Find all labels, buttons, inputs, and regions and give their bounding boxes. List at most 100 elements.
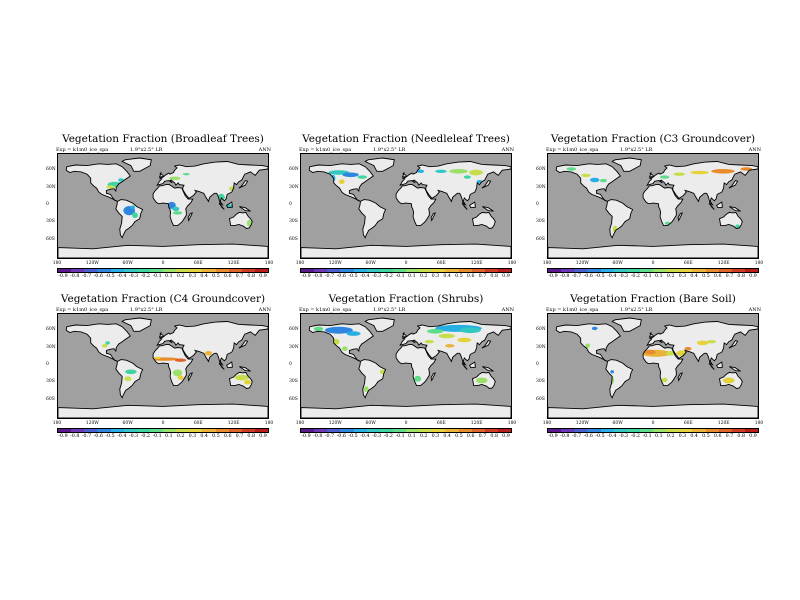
colorbar-tick-label: -0.9 [58, 274, 68, 279]
colorbar-tick-label: -0.8 [560, 274, 570, 279]
colorbar [300, 268, 512, 273]
coastline [729, 366, 741, 372]
colorbar-swatch [379, 269, 393, 272]
colorbar-swatch [406, 269, 420, 272]
colorbar-swatch [613, 429, 627, 432]
lat-tick-label: 30N [289, 184, 299, 190]
colorbar-swatch [497, 269, 511, 272]
vegetation-patch [125, 369, 137, 375]
colorbar-swatch [202, 429, 216, 432]
colorbar-swatch [744, 429, 758, 432]
colorbar [57, 428, 269, 433]
vegetation-patch [182, 173, 190, 176]
colorbar-tick-label: -0.6 [583, 434, 593, 439]
vegetation-patch [476, 377, 488, 384]
lat-tick-label: 60N [289, 327, 299, 333]
grid-label: 1.9°x2.5° LR [130, 307, 163, 313]
colorbar-labels: -0.9 -0.8 -0.7 -0.6 -0.5 -0.4 -0.3 -0.2 -0.1 0.1 0… [547, 434, 759, 441]
colorbar-swatch [471, 429, 485, 432]
colorbar [547, 428, 759, 433]
lon-tick-label: 0 [651, 261, 655, 266]
map-svg [548, 154, 758, 258]
colorbar-swatch [458, 429, 472, 432]
landmass [605, 199, 633, 238]
landmass [400, 161, 511, 205]
colorbar-swatch [744, 269, 758, 272]
colorbar-tick-label: -0.7 [81, 274, 92, 279]
colorbar-swatch [340, 429, 354, 432]
colorbar [300, 428, 512, 433]
colorbar-tick-label: -0.9 [548, 274, 558, 279]
colorbar-swatch [254, 429, 268, 432]
coastline [121, 317, 152, 332]
colorbar-swatch [176, 269, 190, 272]
landmass [605, 359, 633, 398]
colorbar-tick-label: -0.2 [140, 274, 150, 279]
coastline [729, 206, 741, 212]
colorbar [547, 268, 759, 273]
lon-tick-label: 0 [404, 421, 408, 426]
vegetation-patch [132, 212, 138, 219]
lon-ticks: 180 120W 60W 0 60E 120E 180 [296, 261, 517, 267]
colorbar-tick-label: -0.6 [583, 274, 593, 279]
colorbar-swatch [149, 269, 163, 272]
coastline [716, 201, 723, 209]
colorbar-tick-label: -0.9 [548, 434, 558, 439]
panel-title: Vegetation Fraction (C4 Groundcover) [60, 293, 266, 305]
coastline [187, 372, 193, 382]
landmass [396, 184, 436, 226]
colorbar-swatch [353, 429, 367, 432]
colorbar-swatch [419, 269, 433, 272]
colorbar-tick-label: 0.4 [690, 274, 698, 279]
lon-ticks: 180 120W 60W 0 60E 120E 180 [296, 421, 517, 427]
colorbar-tick-label: 0.1 [655, 274, 663, 279]
colorbar-tick-label: 0.2 [176, 434, 185, 439]
colorbar-tick-label: -0.1 [395, 434, 405, 439]
landmass [472, 212, 496, 229]
lat-tick-label: 0 [46, 202, 49, 207]
colorbar-tick-label: 0.7 [235, 274, 244, 279]
vegetation-patch [172, 206, 180, 212]
colorbar-tick-label: 0.8 [247, 274, 256, 279]
coastline [301, 403, 511, 418]
landmass [365, 158, 395, 172]
lon-ticks: 180 120W 60W 0 60E 120E 180 [543, 261, 764, 267]
colorbar-swatch [679, 269, 693, 272]
colorbar-swatch [432, 429, 446, 432]
colorbar-tick-label: 0.7 [725, 274, 734, 279]
grid-label: 1.9°x2.5° LR [620, 147, 653, 153]
panel-title: Vegetation Fraction (C3 Groundcover) [550, 133, 756, 145]
lon-tick-label: 60E [436, 421, 446, 426]
coastline [308, 163, 374, 202]
lon-tick-label: 60E [436, 261, 446, 266]
lat-tick-label: 0 [46, 362, 49, 367]
colorbar-swatch [445, 269, 459, 272]
colorbar-swatch [163, 429, 177, 432]
landmass [239, 206, 251, 212]
colorbar-tick-label: 0.1 [165, 434, 173, 439]
colorbar-tick-label: -0.2 [630, 274, 640, 279]
coastline [469, 201, 476, 209]
colorbar-swatch [149, 429, 163, 432]
colorbar-swatch [705, 269, 719, 272]
colorbar-tick-label: 0.8 [490, 434, 499, 439]
vegetation-patch [660, 175, 670, 179]
case-label: Exp = k1m0_ice_spa [546, 147, 599, 153]
vegetation-patch [205, 351, 212, 356]
colorbar-swatch [327, 269, 341, 272]
colorbar-tick-label: -0.5 [595, 434, 605, 439]
coastline [399, 161, 511, 206]
colorbar-swatch [705, 429, 719, 432]
lat-tick-label: 0 [289, 202, 292, 207]
colorbar-tick-label: -0.1 [152, 274, 162, 279]
colorbar-tick-label: 0.2 [176, 274, 185, 279]
landmass [115, 199, 143, 238]
lon-tick-label: 180 [754, 421, 764, 426]
colorbar-tick-label: 0.7 [725, 434, 734, 439]
colorbar-swatch [419, 429, 433, 432]
lon-ticks: 180 120W 60W 0 60E 120E 180 [53, 421, 274, 427]
colorbar-tick-label: -0.3 [371, 274, 382, 279]
colorbar-swatch [679, 429, 693, 432]
map-panel: Vegetation Fraction (C4 Groundcover) Exp … [46, 293, 274, 463]
colorbar-tick-label: 0.8 [490, 274, 499, 279]
